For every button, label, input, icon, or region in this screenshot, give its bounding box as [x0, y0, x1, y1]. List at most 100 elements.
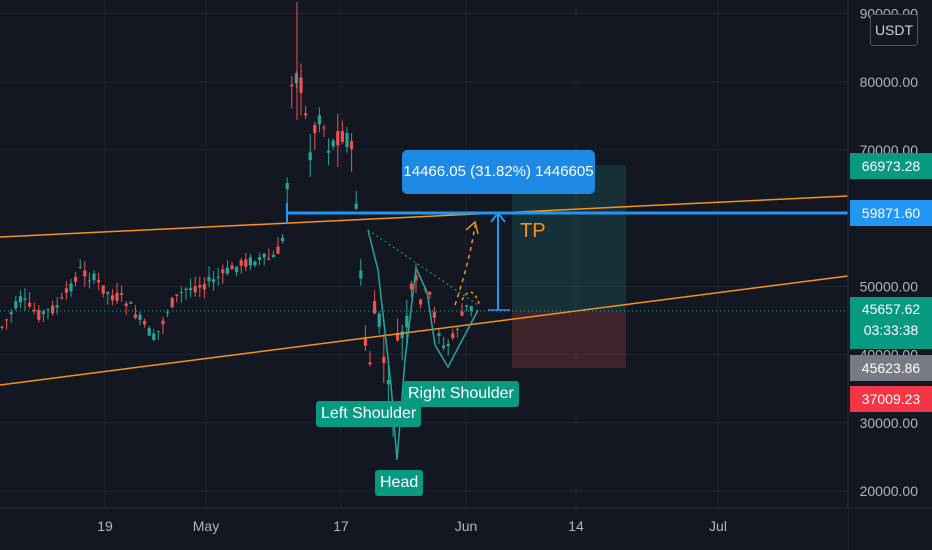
candle-body	[216, 277, 220, 279]
head-label[interactable]: Head	[375, 470, 424, 496]
loss-zone	[512, 311, 626, 368]
x-tick-label: May	[193, 518, 219, 534]
time-axis-panel[interactable]	[0, 508, 848, 550]
upper-trendline[interactable]	[0, 195, 849, 238]
candle-body	[428, 292, 432, 295]
projection-arrow-head	[465, 220, 479, 235]
candle-body	[405, 315, 409, 328]
candle-body	[9, 312, 13, 315]
candle-body	[419, 299, 423, 305]
candle-body	[386, 380, 390, 385]
candle-body	[207, 276, 211, 282]
last-price-value: 45657.62	[861, 301, 921, 317]
right-shoulder-label[interactable]: Right Shoulder	[403, 381, 519, 407]
candle-body	[97, 280, 101, 283]
candle-body	[294, 73, 298, 84]
candle-body	[317, 115, 321, 125]
candle-body	[202, 284, 206, 290]
candle-body	[281, 237, 285, 241]
candle-body	[175, 294, 179, 296]
tp-price-tag: 59871.60	[850, 200, 932, 226]
time-axis-ticks: 19 May 17 Jun 14 Jul	[97, 518, 727, 534]
projection-arrow	[454, 224, 476, 306]
x-tick-label: Jul	[709, 518, 727, 534]
candle-body	[189, 288, 193, 291]
tp-label: TP	[520, 220, 546, 242]
candle-body	[262, 253, 266, 258]
candle-body	[170, 297, 174, 308]
prev-close-tag: 45623.86	[850, 355, 932, 381]
candle-body	[106, 292, 110, 294]
candlesticks	[0, 2, 473, 438]
candle-body	[147, 327, 151, 336]
candle-body	[304, 113, 308, 116]
candle-body	[179, 292, 183, 294]
candle-body	[276, 246, 280, 254]
candle-body	[92, 273, 96, 280]
candle-body	[133, 314, 137, 318]
candle-body	[28, 302, 32, 307]
candle-body	[64, 288, 68, 293]
measure-label[interactable]: 14466.05 (31.82%) 1446605	[402, 150, 595, 194]
candle-body	[198, 285, 202, 288]
price-axis-panel[interactable]	[848, 0, 932, 550]
candle-body	[5, 319, 9, 321]
candle-body	[460, 311, 464, 316]
candle-body	[340, 131, 344, 142]
candle-body	[51, 305, 55, 314]
candle-body	[124, 303, 128, 307]
candle-body	[382, 356, 386, 363]
candle-body	[455, 328, 459, 330]
candle-body	[271, 254, 275, 258]
candle-body	[193, 286, 197, 293]
candle-body	[239, 260, 243, 266]
grid	[0, 0, 848, 508]
candle-body	[60, 297, 64, 299]
candle-body	[354, 203, 358, 209]
y-tick-label: 30000.00	[860, 415, 919, 431]
candle-body	[129, 302, 133, 304]
candle-body	[18, 296, 22, 303]
lower-trendline[interactable]	[0, 275, 849, 386]
candle-body	[74, 276, 78, 282]
candle-body	[156, 331, 160, 333]
candle-body	[327, 150, 331, 153]
candle-body	[336, 131, 340, 146]
candle-body	[0, 326, 4, 328]
candle-body	[442, 345, 446, 349]
candle-body	[120, 293, 124, 295]
candle-body	[138, 314, 142, 320]
candle-body	[78, 266, 82, 268]
candle-body	[359, 270, 363, 279]
candle-body	[267, 258, 271, 260]
candle-body	[432, 311, 436, 318]
stop-price-tag: 37009.23	[850, 386, 932, 412]
candle-body	[184, 288, 188, 291]
candle-body	[290, 84, 294, 87]
candle-body	[414, 275, 418, 281]
candle-body	[469, 306, 473, 311]
candle-body	[253, 261, 257, 266]
small-move-arrow	[461, 291, 481, 307]
candle-body	[244, 259, 248, 267]
currency-label[interactable]: USDT	[870, 14, 918, 46]
neckline	[367, 229, 479, 306]
y-tick-label: 20000.00	[860, 483, 919, 499]
candle-body	[350, 141, 354, 149]
candle-body	[87, 280, 91, 282]
candle-body	[14, 301, 18, 309]
candle-body	[345, 132, 349, 148]
target-price-tag: 66973.28	[850, 153, 932, 179]
drawings	[0, 195, 849, 461]
candle-body	[377, 313, 381, 328]
candle-body	[41, 311, 45, 314]
candle-body	[161, 320, 165, 325]
y-tick-label: 80000.00	[860, 74, 919, 90]
candle-body	[101, 285, 105, 294]
head-shoulders-outline	[367, 229, 479, 461]
candle-body	[465, 305, 469, 307]
candle-body	[308, 152, 312, 161]
last-price-tag: 45657.62 03:33:38	[850, 297, 932, 349]
